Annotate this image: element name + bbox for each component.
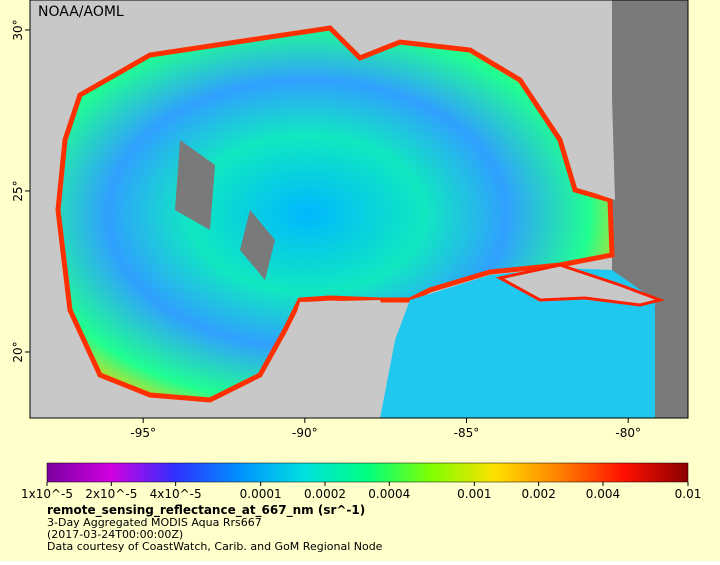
yucatan [270, 300, 395, 418]
colorbar-tick-label: 0.01 [675, 487, 702, 501]
colorbar-tick-label: 0.002 [521, 487, 555, 501]
axes: -95° -90° -85° -80° 20° 25° 30° [11, 19, 641, 440]
colorbar-tick-label: 4x10^-5 [150, 487, 202, 501]
caribbean [380, 268, 655, 418]
x-tick-label: -80° [615, 426, 641, 440]
x-tick-label: -90° [292, 426, 318, 440]
caption-line: Data courtesy of CoastWatch, Carib. and … [47, 540, 383, 553]
colorbar-tick-label: 1x10^-5 [21, 487, 73, 501]
colorbar-tick-label: 0.0002 [304, 487, 346, 501]
x-tick-label: -95° [130, 426, 156, 440]
caption-line: (2017-03-24T00:00:00Z) [47, 528, 183, 541]
caption-line: 3-Day Aggregated MODIS Aqua Rrs667 [47, 516, 262, 529]
map: NOAA/AOML [29, 0, 689, 419]
cuba [495, 263, 666, 307]
y-tick-label: 20° [11, 341, 25, 362]
credit: NOAA/AOML [38, 4, 124, 20]
colorbar-tick-label: 0.001 [457, 487, 491, 501]
colorbar-tick-label: 2x10^-5 [85, 487, 137, 501]
variable-name: remote_sensing_reflectance_at_667_nm (sr… [47, 503, 365, 518]
colorbar-ticks: 1x10^-5 2x10^-5 4x10^-5 0.0001 0.0002 0.0004 0… [21, 482, 701, 501]
gulf-of-mexico [55, 25, 615, 403]
cloud-gaps [175, 140, 275, 280]
colorbar-tick-label: 0.004 [586, 487, 620, 501]
colorbar-tick-label: 0.0004 [368, 487, 410, 501]
colorbar [46, 462, 689, 483]
colorbar-tick-label: 0.0001 [240, 487, 282, 501]
florida [560, 30, 615, 200]
x-tick-label: -85° [454, 426, 480, 440]
y-tick-label: 30° [11, 19, 25, 40]
map-frame [29, 0, 689, 419]
y-tick-label: 25° [11, 180, 25, 201]
